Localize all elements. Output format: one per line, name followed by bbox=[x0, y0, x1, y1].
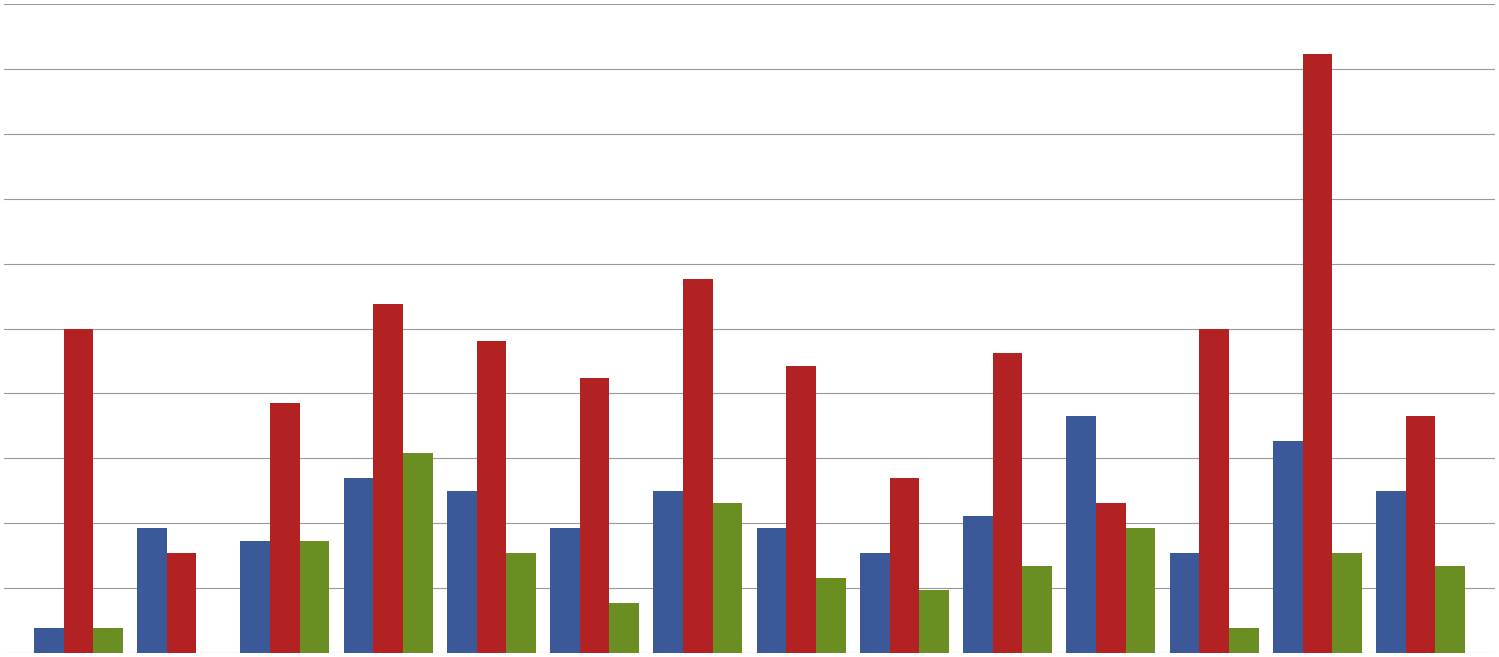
Bar bbox=[815, 578, 845, 653]
Bar bbox=[166, 553, 196, 653]
Bar bbox=[919, 591, 949, 653]
Bar bbox=[610, 603, 639, 653]
Bar bbox=[992, 353, 1022, 653]
Bar bbox=[373, 304, 403, 653]
Bar bbox=[1273, 441, 1303, 653]
Bar bbox=[889, 478, 919, 653]
Bar bbox=[1406, 416, 1436, 653]
Bar bbox=[447, 491, 477, 653]
Bar bbox=[757, 528, 787, 653]
Bar bbox=[1096, 503, 1126, 653]
Bar bbox=[1303, 54, 1333, 653]
Bar bbox=[1229, 628, 1259, 653]
Bar bbox=[240, 541, 270, 653]
Bar bbox=[550, 528, 580, 653]
Bar bbox=[712, 503, 742, 653]
Bar bbox=[403, 453, 433, 653]
Bar bbox=[1169, 553, 1199, 653]
Bar bbox=[507, 553, 535, 653]
Bar bbox=[343, 478, 373, 653]
Bar bbox=[270, 403, 300, 653]
Bar bbox=[1333, 553, 1363, 653]
Bar bbox=[1066, 416, 1096, 653]
Bar bbox=[477, 341, 507, 653]
Bar bbox=[93, 628, 123, 653]
Bar bbox=[787, 366, 815, 653]
Bar bbox=[1199, 328, 1229, 653]
Bar bbox=[34, 628, 63, 653]
Bar bbox=[860, 553, 889, 653]
Bar bbox=[1126, 528, 1156, 653]
Bar bbox=[580, 378, 610, 653]
Bar bbox=[63, 328, 93, 653]
Bar bbox=[136, 528, 166, 653]
Bar bbox=[1022, 566, 1052, 653]
Bar bbox=[1436, 566, 1465, 653]
Bar bbox=[684, 279, 712, 653]
Bar bbox=[1376, 491, 1406, 653]
Bar bbox=[654, 491, 684, 653]
Bar bbox=[300, 541, 330, 653]
Bar bbox=[964, 516, 992, 653]
